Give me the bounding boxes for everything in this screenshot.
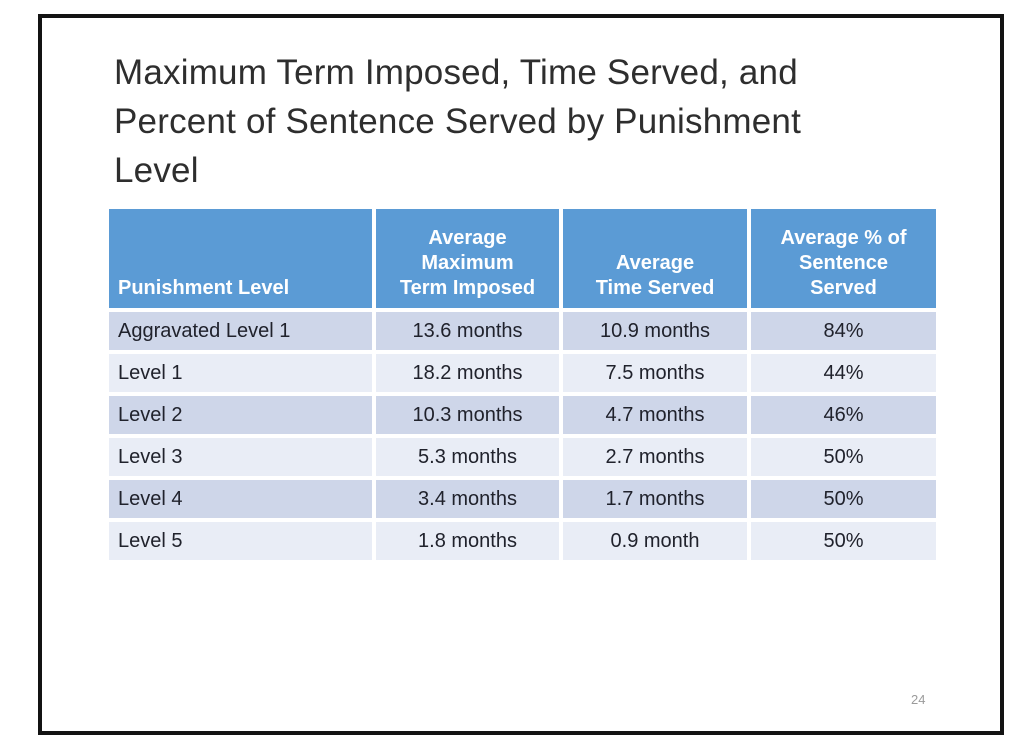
cell-avg-max-term: 18.2 months bbox=[374, 352, 561, 394]
cell-avg-time-served: 4.7 months bbox=[561, 394, 749, 436]
header-line: Time Served bbox=[595, 277, 715, 299]
table-row: Level 3 5.3 months 2.7 months 50% bbox=[107, 436, 938, 478]
table-header-row: Punishment Level Average Maximum Term Im… bbox=[107, 207, 938, 310]
table-row: Level 5 1.8 months 0.9 month 50% bbox=[107, 520, 938, 562]
cell-avg-time-served: 1.7 months bbox=[561, 478, 749, 520]
slide-title-line: Level bbox=[114, 151, 199, 190]
cell-avg-time-served: 7.5 months bbox=[561, 352, 749, 394]
header-avg-pct-sentence-served: Average % of Sentence Served bbox=[749, 207, 938, 310]
cell-avg-max-term: 1.8 months bbox=[374, 520, 561, 562]
slide-title-line: Percent of Sentence Served by Punishment bbox=[114, 102, 802, 141]
cell-avg-pct-served: 50% bbox=[749, 478, 938, 520]
table-row: Level 2 10.3 months 4.7 months 46% bbox=[107, 394, 938, 436]
cell-avg-time-served: 2.7 months bbox=[561, 436, 749, 478]
cell-avg-max-term: 10.3 months bbox=[374, 394, 561, 436]
slide-title: Maximum Term Imposed, Time Served, and P… bbox=[114, 48, 801, 195]
cell-avg-time-served: 0.9 month bbox=[561, 520, 749, 562]
header-line: Average % of bbox=[780, 227, 907, 249]
header-avg-time-served: Average Time Served bbox=[561, 207, 749, 310]
table-row: Level 1 18.2 months 7.5 months 44% bbox=[107, 352, 938, 394]
table-row: Level 4 3.4 months 1.7 months 50% bbox=[107, 478, 938, 520]
cell-avg-pct-served: 46% bbox=[749, 394, 938, 436]
punishment-level-table: Punishment Level Average Maximum Term Im… bbox=[107, 207, 938, 562]
slide-frame: Maximum Term Imposed, Time Served, and P… bbox=[38, 14, 1004, 735]
cell-avg-max-term: 5.3 months bbox=[374, 436, 561, 478]
header-line: Sentence bbox=[799, 252, 888, 274]
slide-title-line: Maximum Term Imposed, Time Served, and bbox=[114, 53, 798, 92]
header-avg-max-term-imposed: Average Maximum Term Imposed bbox=[374, 207, 561, 310]
cell-avg-time-served: 10.9 months bbox=[561, 310, 749, 352]
cell-avg-max-term: 13.6 months bbox=[374, 310, 561, 352]
page-number: 24 bbox=[911, 692, 926, 707]
cell-avg-pct-served: 84% bbox=[749, 310, 938, 352]
header-line: Average bbox=[428, 227, 507, 249]
cell-punishment-level: Aggravated Level 1 bbox=[107, 310, 374, 352]
cell-avg-max-term: 3.4 months bbox=[374, 478, 561, 520]
cell-punishment-level: Level 5 bbox=[107, 520, 374, 562]
header-line: Term Imposed bbox=[399, 277, 536, 299]
cell-punishment-level: Level 4 bbox=[107, 478, 374, 520]
header-punishment-level: Punishment Level bbox=[107, 207, 374, 310]
cell-avg-pct-served: 50% bbox=[749, 436, 938, 478]
cell-avg-pct-served: 50% bbox=[749, 520, 938, 562]
cell-punishment-level: Level 3 bbox=[107, 436, 374, 478]
cell-punishment-level: Level 1 bbox=[107, 352, 374, 394]
cell-avg-pct-served: 44% bbox=[749, 352, 938, 394]
table-row: Aggravated Level 1 13.6 months 10.9 mont… bbox=[107, 310, 938, 352]
header-line: Maximum bbox=[421, 252, 514, 274]
header-line: Average bbox=[615, 252, 695, 274]
header-line: Punishment Level bbox=[118, 277, 290, 299]
cell-punishment-level: Level 2 bbox=[107, 394, 374, 436]
header-line: Served bbox=[810, 277, 877, 299]
